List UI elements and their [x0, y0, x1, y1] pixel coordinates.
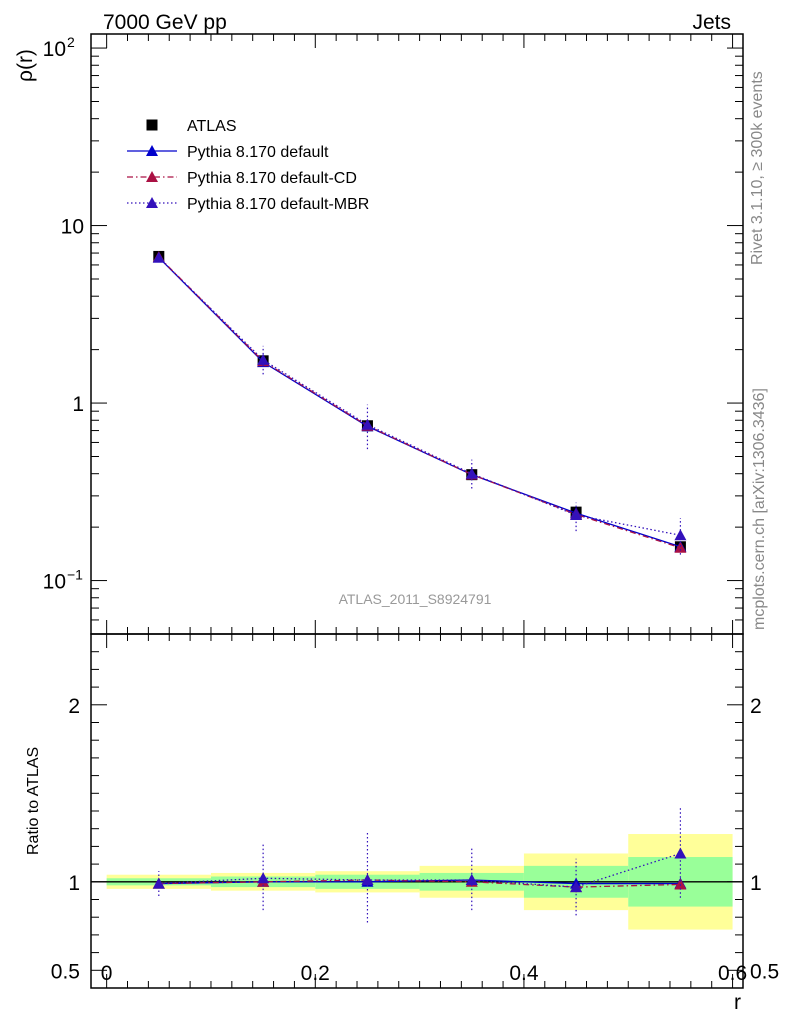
data-point-pythia-8-170-default-mbr: [570, 881, 583, 893]
y-tick-label-exponent: 2: [67, 34, 75, 50]
main-y-axis-label: ρ(r): [14, 49, 37, 82]
legend-marker-pythia-8-170-default: [146, 145, 158, 156]
ratio-panel-marks: [152, 807, 687, 923]
ratio-y-tick-label-left: 1: [68, 872, 80, 895]
ratio-y-tick-label-left: 2: [68, 695, 80, 718]
main-panel-marks: [152, 250, 687, 555]
data-point-pythia-8-170-default-mbr: [152, 877, 165, 889]
y-tick-label: 10: [61, 216, 84, 239]
y-tick-label-exponent: −1: [67, 567, 83, 583]
ratio-panel-frame: 0 0.2 0.4 0.60.5 0.51 12 2: [51, 34, 779, 989]
x-tick-label: 0: [101, 962, 113, 985]
legend-label-pythia-8-170-default-cd: Pythia 8.170 default-CD: [187, 170, 357, 187]
legend-marker-atlas: [146, 119, 158, 131]
ratio-y-axis-label: Ratio to ATLAS: [25, 747, 42, 855]
legend-label-atlas: ATLAS: [187, 118, 237, 135]
legend-label-pythia-8-170-default: Pythia 8.170 default: [187, 144, 329, 161]
ratio-y-tick-label-right: 0.5: [750, 960, 779, 983]
series-line-pythia-8-170-default-cd: [158, 256, 681, 549]
x-axis-label: r: [734, 991, 741, 1014]
analysis-watermark: ATLAS_2011_S8924791: [339, 591, 492, 607]
data-point-pythia-8-170-default-mbr: [257, 872, 270, 884]
data-point-pythia-8-170-default-mbr: [570, 509, 583, 521]
ratio-y-tick-label-right: 2: [750, 695, 762, 718]
x-tick-label: 0.2: [301, 962, 330, 985]
legend-marker-pythia-8-170-default-mbr: [146, 197, 158, 208]
data-point-pythia-8-170-default-mbr: [465, 467, 478, 479]
header-left-label: 7000 GeV pp: [103, 11, 227, 34]
data-point-pythia-8-170-default-mbr: [465, 874, 478, 886]
data-point-pythia-8-170-default-cd: [674, 541, 687, 553]
legend: ATLAS Pythia 8.170 default Pythia 8.170 de…: [127, 118, 369, 213]
series-line-pythia-8-170-default: [158, 257, 681, 548]
ratio-y-tick-label-left: 0.5: [51, 960, 80, 983]
mcplots-label: mcplots.cern.ch [arXiv:1306.3436]: [751, 388, 768, 630]
x-tick-label: 0.6: [718, 962, 747, 985]
y-tick-label: 1: [72, 393, 84, 416]
rivet-label: Rivet 3.1.10, ≥ 300k events: [749, 71, 766, 265]
panel-border: [90, 633, 744, 989]
data-point-pythia-8-170-default-mbr: [257, 353, 270, 365]
legend-marker-pythia-8-170-default-cd: [146, 171, 158, 182]
data-point-pythia-8-170-default-mbr: [361, 418, 374, 430]
x-tick-label: 0.4: [509, 962, 539, 985]
data-point-pythia-8-170-default-mbr: [152, 251, 165, 263]
data-point-pythia-8-170-default-cd: [674, 878, 687, 890]
data-point-pythia-8-170-default-mbr: [361, 874, 374, 886]
y-tick-label: 10: [43, 571, 66, 594]
data-point-pythia-8-170-default-mbr: [674, 847, 687, 859]
legend-label-pythia-8-170-default-mbr: Pythia 8.170 default-MBR: [187, 196, 369, 213]
y-tick-label: 10: [43, 38, 66, 61]
series-line-pythia-8-170-default-mbr: [158, 257, 681, 536]
data-point-pythia-8-170-default-mbr: [674, 529, 687, 541]
series-line-pythia-8-170-default-mbr: [158, 852, 681, 888]
ratio-y-tick-label-right: 1: [750, 872, 762, 895]
header-right-label: Jets: [692, 11, 731, 34]
series-line-pythia-8-170-default-cd: [158, 879, 681, 888]
